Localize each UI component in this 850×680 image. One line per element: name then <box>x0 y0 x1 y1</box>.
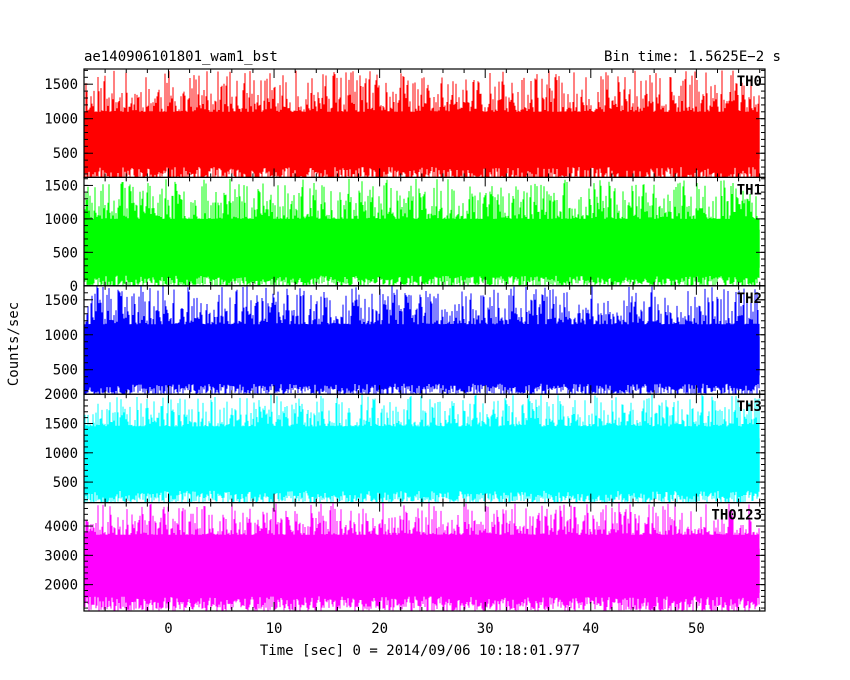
x-axis-label: Time [sec] 0 = 2014/09/06 10:18:01.977 <box>260 643 580 659</box>
x-tick-label: 50 <box>688 621 705 637</box>
y-tick-label: 1000 <box>44 446 78 462</box>
panel-label: TH1 <box>737 182 762 198</box>
y-tick-label: 4000 <box>44 519 78 535</box>
panel-label: TH2 <box>737 291 762 307</box>
series-th0-band <box>84 119 760 159</box>
y-tick-label: 1000 <box>44 328 78 344</box>
x-tick-label: 40 <box>582 621 599 637</box>
x-tick-label: 0 <box>164 621 172 637</box>
y-tick-label: 0 <box>70 279 78 295</box>
panel-frame <box>83 502 766 612</box>
y-tick-label: 500 <box>53 146 78 162</box>
series-th0123-band <box>84 548 760 593</box>
y-tick-label: 3000 <box>44 548 78 564</box>
x-tick-label: 10 <box>266 621 283 637</box>
y-tick-label: 1500 <box>44 416 78 432</box>
panel-label: TH0123 <box>711 508 762 524</box>
series-th2-band <box>84 336 760 376</box>
y-tick-label: 500 <box>53 475 78 491</box>
y-tick-label: 1000 <box>44 212 78 228</box>
panel-th2: 500 1000 1500 TH2 <box>44 285 766 395</box>
y-tick-label: 500 <box>53 245 78 261</box>
figure-left-title: ae140906101801_wam1_bst <box>84 49 278 65</box>
x-tick-label: 20 <box>371 621 388 637</box>
y-tick-label: 1500 <box>44 293 78 309</box>
panel-th0123: 2000 3000 4000 TH0123 <box>44 502 766 612</box>
y-tick-label: 2000 <box>44 578 78 594</box>
panel-label: TH3 <box>737 399 762 415</box>
y-tick-label: 2000 <box>44 387 78 403</box>
y-axis-label: Counts/sec <box>6 302 22 386</box>
y-tick-label: 1500 <box>44 178 78 194</box>
panel-th1: 0 500 1000 1500 TH1 <box>44 176 766 295</box>
y-tick-label: 1500 <box>44 77 78 93</box>
series-th3-band <box>84 438 760 484</box>
x-tick-label: 30 <box>477 621 494 637</box>
panel-th3: 500 1000 1500 2000 TH3 <box>44 387 766 504</box>
figure-right-title: Bin time: 1.5625E−2 s <box>604 49 781 65</box>
series-th1-band <box>84 229 760 268</box>
panel-th0: 500 1000 1500 TH0 <box>44 68 766 179</box>
panel-label: TH0 <box>737 74 762 90</box>
y-tick-label: 500 <box>53 363 78 379</box>
y-tick-label: 1000 <box>44 112 78 128</box>
